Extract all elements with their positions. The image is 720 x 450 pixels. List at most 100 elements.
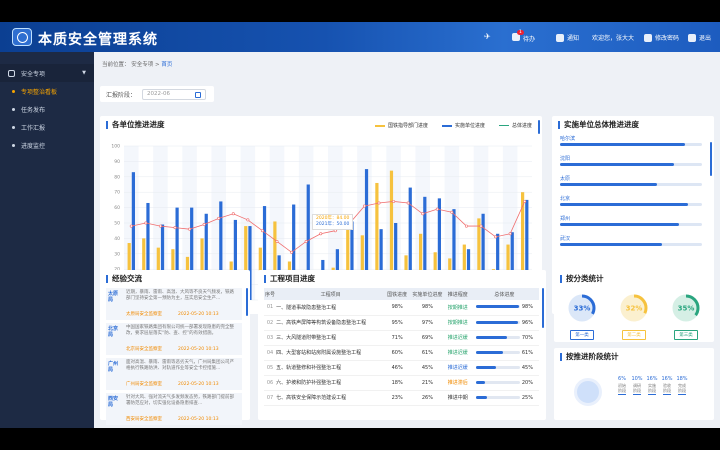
- rank-item[interactable]: 武汉: [560, 232, 702, 252]
- line-point[interactable]: [217, 216, 221, 220]
- todo-button[interactable]: 1 待办: [512, 30, 535, 43]
- bar-unit[interactable]: [190, 207, 194, 300]
- bar-unit[interactable]: [525, 199, 529, 300]
- table-row[interactable]: 03 三、大风隧道附带整治工程 71% 69% 推进迟缓 70%: [264, 330, 539, 346]
- bar-unit[interactable]: [160, 224, 165, 300]
- bar-guotie[interactable]: [375, 182, 379, 300]
- bar-unit[interactable]: [248, 226, 252, 300]
- experience-item[interactable]: 西安局 针对大风、强对流天气多发频发态势，铁路部门提前部署防范应对，切实强化设备隐…: [106, 393, 242, 425]
- bar-guotie[interactable]: [200, 238, 204, 300]
- rank-item[interactable]: 郑州: [560, 212, 702, 232]
- line-point[interactable]: [246, 218, 250, 222]
- bar-unit[interactable]: [437, 198, 441, 300]
- bar-unit[interactable]: [510, 232, 514, 300]
- bar-unit[interactable]: [364, 169, 369, 300]
- sidebar-group-safety[interactable]: 安全专项 ▼: [0, 64, 94, 82]
- notice-button[interactable]: 通知: [556, 33, 579, 42]
- experience-item[interactable]: 广州局 面对高温、暴雨、雷雨等恶劣天气，广州局集团公司严格执行铁路防洪、对轨道作业…: [106, 358, 242, 390]
- bar-guotie[interactable]: [142, 238, 146, 300]
- line-point[interactable]: [435, 207, 439, 211]
- line-point[interactable]: [421, 212, 425, 216]
- sidebar-item-progress-monitor[interactable]: 进度监控: [0, 136, 94, 154]
- table-row[interactable]: 01 一、隧道事故隐患整治工程 98% 98% 按期推进 98%: [264, 300, 539, 316]
- experience-item[interactable]: 太原局 近期，暴雨、雷雨、高温、大风等不良天气频发，铁路部门坚持安全第一预防为主，…: [106, 288, 242, 320]
- line-point[interactable]: [406, 201, 410, 205]
- category-ring[interactable]: 35% 第三类: [666, 292, 706, 340]
- date-picker[interactable]: 2022-06: [142, 88, 207, 100]
- bar-unit[interactable]: [481, 213, 485, 300]
- welcome-user[interactable]: 欢迎您，张大大: [592, 33, 634, 42]
- legend-item-guotie[interactable]: 国铁指导部门进度: [374, 122, 428, 129]
- scrollbar[interactable]: [246, 288, 248, 316]
- line-point[interactable]: [173, 226, 177, 230]
- line-point[interactable]: [494, 235, 498, 239]
- bar-unit[interactable]: [496, 233, 500, 300]
- bar-unit[interactable]: [233, 219, 237, 300]
- bar-unit[interactable]: [262, 206, 267, 300]
- calendar-icon[interactable]: [195, 91, 202, 98]
- line-point[interactable]: [450, 210, 454, 214]
- bar-guotie[interactable]: [360, 235, 364, 300]
- stage-item[interactable]: 16% 实施 阶段: [646, 376, 658, 396]
- rank-item[interactable]: 哈尔滨: [560, 132, 702, 152]
- bar-guotie[interactable]: [521, 192, 525, 300]
- bar-unit[interactable]: [394, 223, 398, 300]
- table-row[interactable]: 07 七、高铁安全保障示范建设工程 23% 26% 推进中期 25%: [264, 390, 539, 406]
- line-point[interactable]: [231, 212, 235, 216]
- category-ring[interactable]: 32% 第二类: [614, 292, 654, 340]
- bar-guotie[interactable]: [419, 233, 423, 300]
- stage-item[interactable]: 16% 验收 阶段: [661, 376, 673, 396]
- line-point[interactable]: [304, 239, 308, 243]
- bar-guotie[interactable]: [477, 218, 481, 300]
- line-point[interactable]: [392, 199, 396, 203]
- bar-unit[interactable]: [452, 209, 456, 300]
- line-point[interactable]: [129, 224, 133, 228]
- bar-unit[interactable]: [175, 207, 179, 300]
- bar-unit[interactable]: [306, 184, 310, 301]
- line-point[interactable]: [144, 221, 148, 225]
- table-row[interactable]: 05 五、轨道整修和补强整治工程 46% 45% 推进迟缓 45%: [264, 360, 539, 376]
- line-point[interactable]: [158, 224, 162, 228]
- bar-unit[interactable]: [131, 172, 135, 300]
- line-point[interactable]: [319, 232, 323, 236]
- line-point[interactable]: [275, 239, 279, 243]
- bar-unit[interactable]: [379, 229, 383, 300]
- sidebar-item-task-publish[interactable]: 任务发布: [0, 100, 94, 118]
- legend-item-overall[interactable]: 总体进度: [498, 122, 532, 129]
- satellite-icon[interactable]: ✈: [484, 32, 491, 41]
- bar-guotie[interactable]: [346, 219, 350, 300]
- stage-item[interactable]: 18% 完成 阶段: [676, 376, 688, 396]
- experience-item[interactable]: 北京局 中国国家铁路集团有限公司统一部署发现隐患的完全整改，要求层层落实“防、查、…: [106, 323, 242, 355]
- bar-unit[interactable]: [408, 187, 412, 300]
- bar-guotie[interactable]: [244, 226, 248, 300]
- table-row[interactable]: 04 四、大型客站和站房附属设施整治工程 60% 61% 推进迟缓 61%: [264, 345, 539, 361]
- stage-item[interactable]: 6% 初始 阶段: [616, 376, 628, 396]
- sidebar-item-dashboard[interactable]: 专项整治看板: [0, 82, 94, 100]
- category-ring[interactable]: 33% 第一类: [562, 292, 602, 340]
- rank-item[interactable]: 北京: [560, 192, 702, 212]
- bar-unit[interactable]: [423, 196, 427, 300]
- line-point[interactable]: [464, 224, 468, 228]
- bar-unit[interactable]: [204, 213, 208, 300]
- logout-button[interactable]: 退出: [688, 33, 711, 42]
- bar-unit[interactable]: [219, 201, 223, 300]
- sidebar-item-work-report[interactable]: 工作汇报: [0, 118, 94, 136]
- line-point[interactable]: [290, 250, 294, 254]
- line-point[interactable]: [523, 199, 527, 203]
- bar-unit[interactable]: [350, 221, 354, 300]
- line-point[interactable]: [508, 232, 512, 236]
- scrollbar[interactable]: [538, 120, 540, 134]
- scrollbar[interactable]: [710, 142, 712, 176]
- line-point[interactable]: [188, 227, 192, 231]
- breadcrumb-path[interactable]: 安全专项 >: [131, 62, 162, 68]
- line-point[interactable]: [479, 224, 483, 228]
- bar-unit[interactable]: [292, 204, 296, 300]
- line-point[interactable]: [362, 204, 366, 208]
- line-point[interactable]: [260, 229, 264, 233]
- bar-guotie[interactable]: [389, 170, 394, 300]
- change-password-button[interactable]: 修改密码: [644, 33, 679, 42]
- bar-guotie[interactable]: [273, 221, 277, 300]
- table-row[interactable]: 06 六、护坡和防护补强整治工程 18% 21% 推进滞后 20%: [264, 375, 539, 391]
- line-point[interactable]: [377, 201, 381, 205]
- stage-item[interactable]: 10% 调研 阶段: [631, 376, 643, 396]
